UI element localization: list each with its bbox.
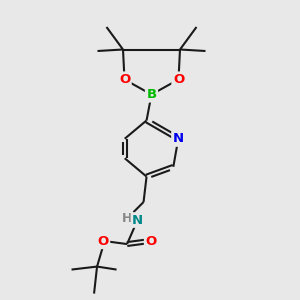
Text: O: O	[98, 235, 109, 248]
Text: O: O	[173, 73, 184, 86]
Text: O: O	[146, 235, 157, 248]
Text: N: N	[132, 214, 143, 226]
Text: B: B	[146, 88, 157, 101]
Text: H: H	[122, 212, 132, 225]
Text: N: N	[173, 132, 184, 145]
Text: O: O	[119, 73, 130, 86]
